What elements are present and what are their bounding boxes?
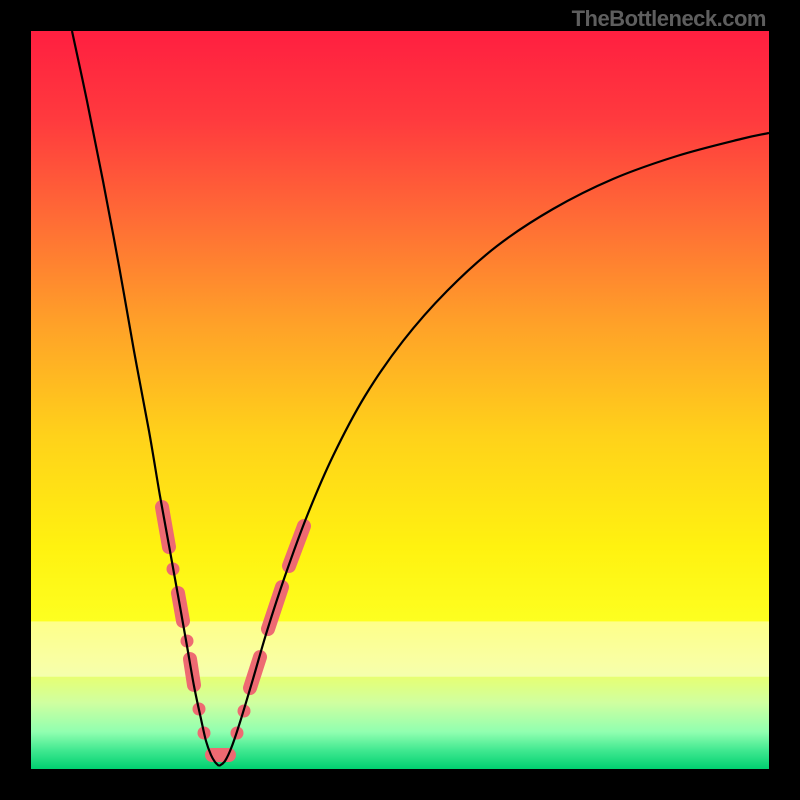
curve-left-branch — [72, 31, 219, 766]
curve-right-branch — [219, 133, 769, 766]
watermark-text: TheBottleneck.com — [572, 6, 766, 32]
plot-area — [31, 31, 769, 769]
curve-layer — [31, 31, 769, 769]
chart-frame: TheBottleneck.com — [0, 0, 800, 800]
